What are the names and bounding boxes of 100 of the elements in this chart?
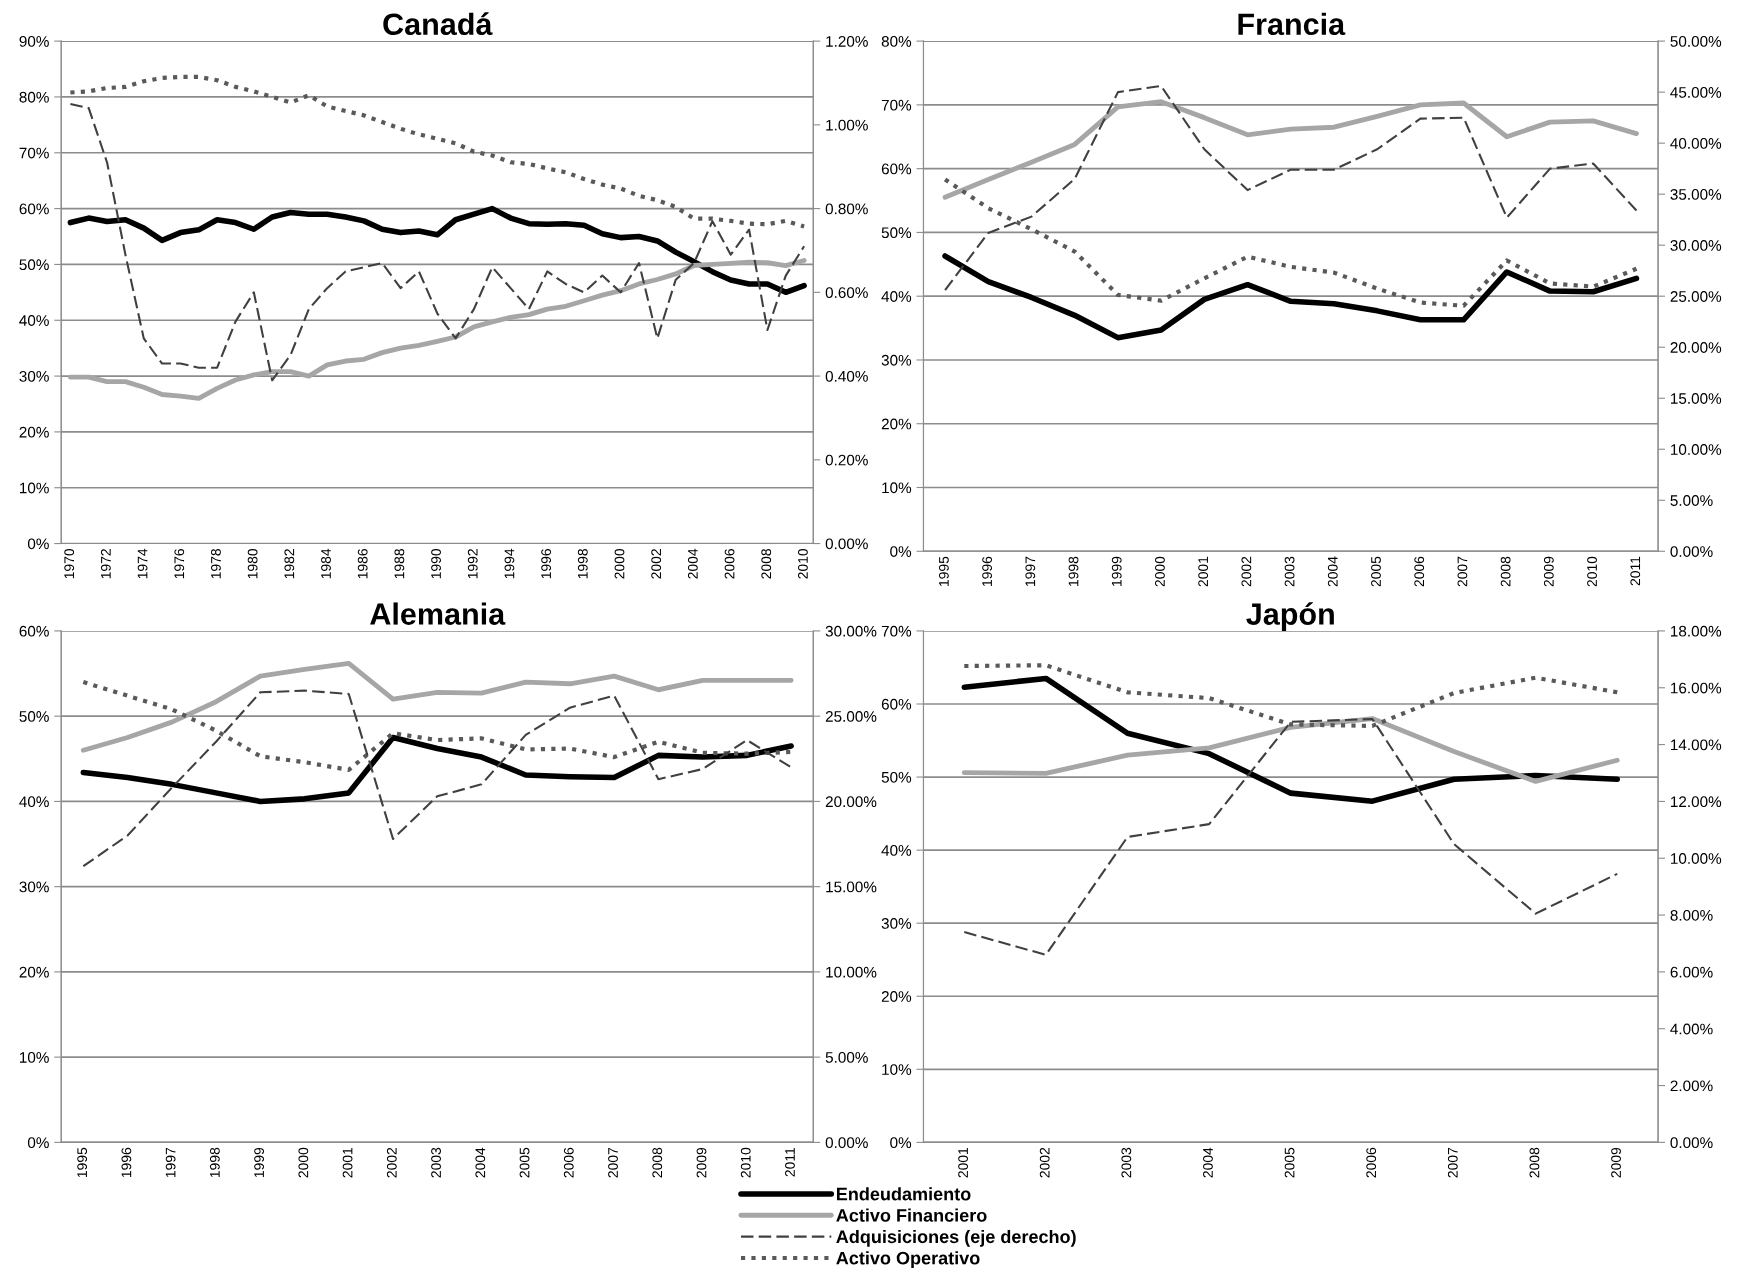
y-tick-label: 0% [890, 1137, 912, 1149]
x-tick-label: 1997 [165, 1147, 176, 1178]
chart-title: Canadá [383, 12, 493, 36]
x-tick-label: 2000 [298, 1147, 309, 1178]
y-tick-label: 20% [881, 418, 912, 430]
y-tick-label: 10% [20, 482, 49, 494]
y-tick-label: 30% [19, 881, 49, 893]
y-tick-label: 50% [19, 711, 49, 722]
y-tick-label: 70% [19, 147, 49, 159]
y-tick-label: 30% [19, 370, 49, 382]
y2-tick-label: 0.00% [825, 1137, 868, 1149]
y2-tick-label: 15.00% [1671, 393, 1722, 404]
y-tick-label: 80% [19, 91, 49, 103]
y-tick-label: 10% [20, 1051, 49, 1063]
y-tick-label: 0% [890, 546, 912, 557]
y-tick-label: 90% [19, 35, 49, 47]
y-tick-label: 60% [881, 698, 912, 710]
y-tick-label: 50% [881, 771, 912, 783]
y2-tick-label: 2.00% [1670, 1080, 1713, 1092]
x-tick-label: 2006 [1414, 556, 1425, 587]
x-tick-label: 2009 [1543, 556, 1554, 587]
y-tick-label: 20% [19, 426, 49, 438]
x-tick-label: 2010 [740, 1147, 751, 1178]
y-tick-label: 50% [19, 259, 49, 271]
x-tick-label: 2002 [1039, 1147, 1050, 1178]
x-tick-label: 2005 [1284, 1147, 1295, 1178]
y-tick-label: 20% [881, 991, 912, 1002]
x-tick-label: 2011 [785, 1147, 795, 1177]
y2-tick-label: 30.00% [825, 625, 877, 637]
y2-tick-label: 45.00% [1670, 87, 1722, 98]
x-tick-label: 2001 [958, 1147, 969, 1178]
y-tick-label: 70% [881, 625, 912, 637]
x-tick-label: 2000 [614, 548, 625, 579]
x-tick-label: 1999 [254, 1147, 265, 1178]
x-tick-label: 2001 [1198, 556, 1209, 587]
x-tick-label: 1996 [982, 556, 993, 586]
legend-label: Adquisiciones (eje derecho) [836, 1229, 1076, 1247]
x-tick-label: 2004 [475, 1147, 486, 1178]
y2-tick-label: 5.00% [825, 1051, 868, 1063]
x-tick-label: 2005 [1371, 556, 1381, 587]
x-tick-label: 1994 [504, 548, 515, 579]
y-tick-label: 70% [881, 99, 912, 111]
x-tick-label: 2007 [1447, 1147, 1458, 1178]
y2-tick-label: 35.00% [1670, 189, 1722, 200]
x-tick-label: 1998 [577, 549, 588, 579]
x-tick-label: 2006 [724, 549, 735, 579]
x-tick-label: 1970 [64, 548, 75, 579]
y2-tick-label: 0.00% [1670, 1137, 1713, 1149]
y-tick-label: 50% [881, 227, 912, 239]
x-tick-label: 1990 [431, 548, 441, 579]
chart-title: Alemania [370, 602, 506, 625]
x-tick-label: 2002 [1241, 556, 1252, 587]
x-tick-label: 2002 [651, 549, 662, 579]
y2-tick-label: 0.40% [825, 370, 868, 382]
x-tick-label: 2007 [1457, 556, 1468, 587]
y2-tick-label: 50.00% [1670, 35, 1722, 47]
legend-label: Activo Financiero [836, 1208, 987, 1222]
legend-label: Endeudamiento [837, 1187, 971, 1201]
y2-tick-label: 0.20% [825, 454, 868, 466]
y-tick-label: 30% [881, 918, 912, 929]
y-tick-label: 20% [19, 966, 49, 978]
y2-tick-label: 25.00% [1670, 291, 1722, 302]
y2-tick-label: 5.00% [1670, 495, 1713, 506]
y2-tick-label: 12.00% [1671, 796, 1722, 808]
y2-tick-label: 15.00% [826, 881, 877, 893]
y-tick-label: 10% [882, 1064, 912, 1075]
y2-tick-label: 14.00% [1671, 739, 1722, 751]
y2-tick-label: 30.00% [1670, 240, 1722, 251]
y2-tick-label: 0.60% [825, 287, 868, 299]
x-tick-label: 2003 [1284, 556, 1295, 587]
x-tick-label: 1972 [100, 549, 111, 579]
y-tick-label: 0% [27, 538, 49, 550]
x-tick-label: 2008 [652, 1147, 663, 1178]
x-tick-label: 1998 [209, 1147, 220, 1178]
legend-label: Activo Operativo [836, 1251, 980, 1269]
y2-tick-label: 6.00% [1670, 966, 1713, 978]
y-tick-label: 40% [881, 844, 912, 856]
y-tick-label: 60% [19, 203, 49, 215]
x-tick-label: 2008 [1500, 556, 1511, 587]
y-tick-label: 0% [27, 1137, 49, 1149]
x-tick-label: 2009 [1611, 1147, 1621, 1178]
y2-tick-label: 10.00% [1671, 853, 1722, 864]
y2-tick-label: 18.00% [1671, 625, 1722, 637]
chart-title: Japón [1246, 602, 1334, 631]
x-tick-label: 2008 [1529, 1147, 1540, 1178]
x-tick-label: 2005 [519, 1147, 530, 1178]
y2-tick-label: 0.80% [825, 203, 868, 215]
y2-tick-label: 1.20% [826, 35, 868, 47]
y2-tick-label: 8.00% [1670, 909, 1713, 921]
y-tick-label: 40% [19, 796, 49, 808]
x-tick-label: 2004 [687, 548, 698, 579]
x-tick-label: 2003 [1121, 1147, 1132, 1178]
y-tick-label: 30% [881, 354, 912, 366]
x-tick-label: 1995 [938, 556, 949, 586]
x-tick-label: 1978 [211, 549, 221, 579]
x-tick-label: 2004 [1203, 1147, 1213, 1178]
x-tick-label: 1996 [121, 1147, 132, 1178]
y2-tick-label: 10.00% [826, 966, 877, 978]
x-tick-label: 2009 [696, 1147, 707, 1178]
x-tick-label: 1982 [284, 549, 295, 579]
